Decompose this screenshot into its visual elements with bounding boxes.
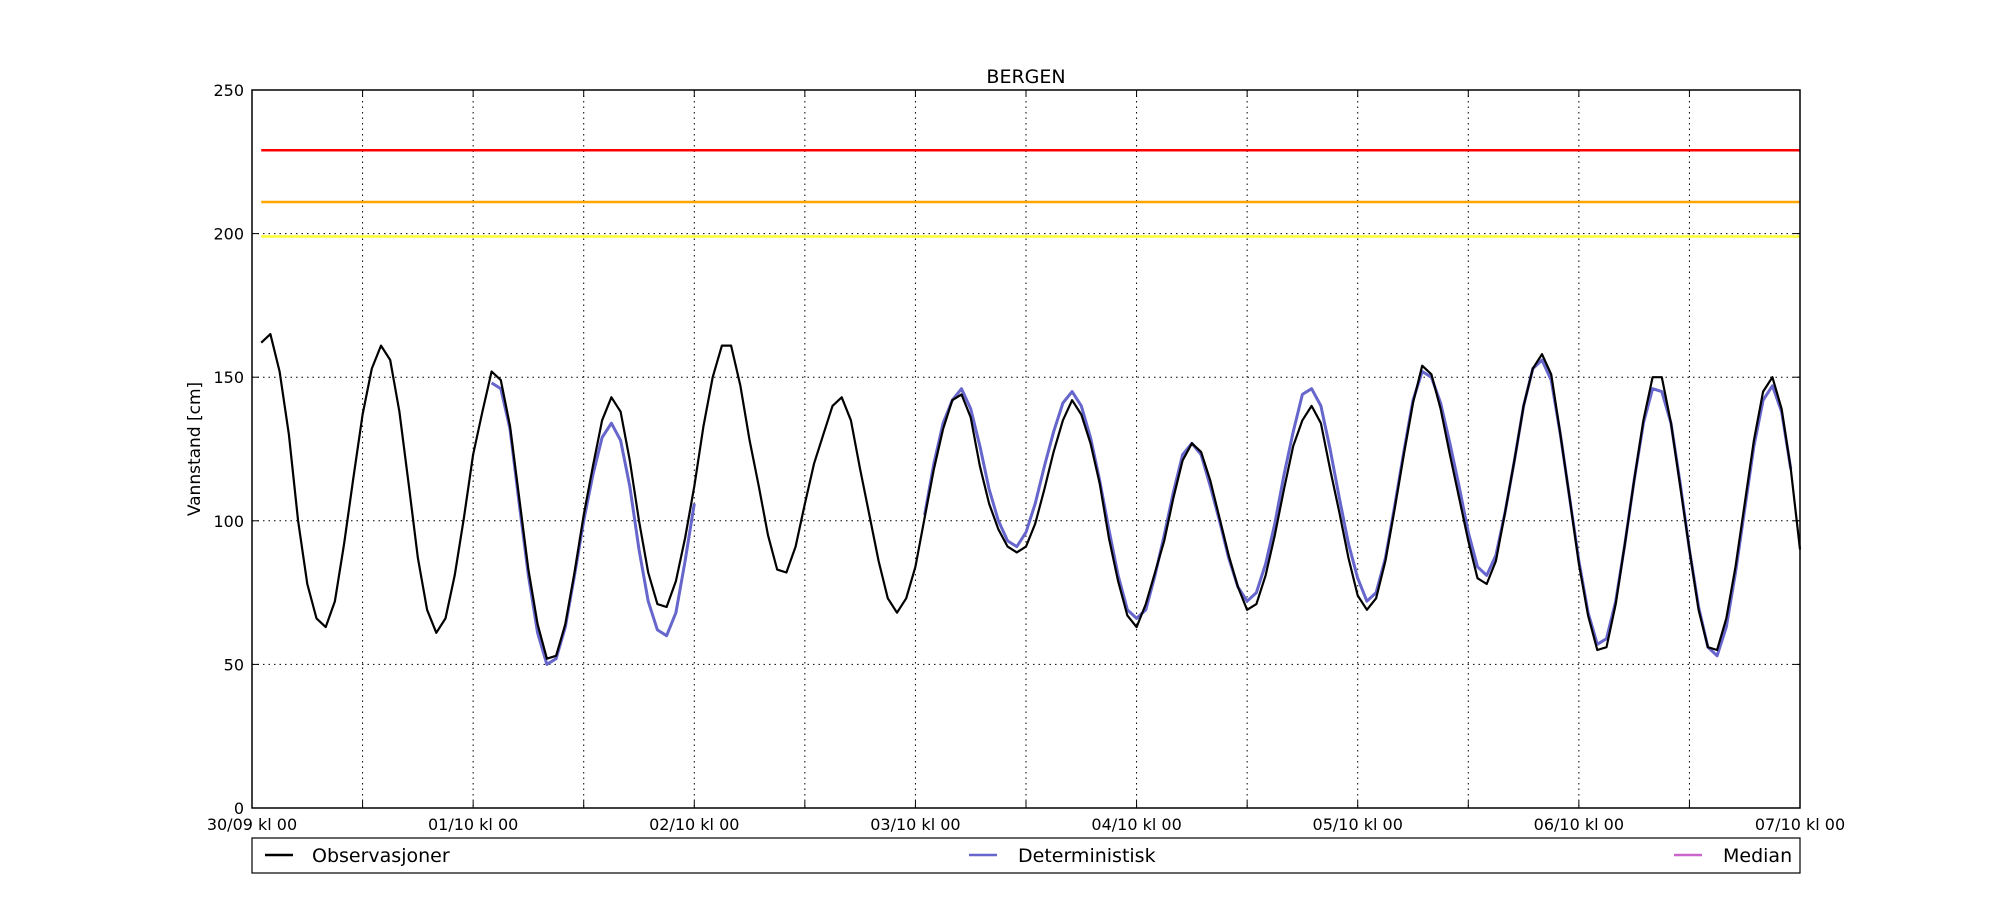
y-tick-label: 200: [213, 225, 244, 244]
x-tick-label: 07/10 kl 00: [1755, 815, 1845, 834]
y-tick-label: 100: [213, 512, 244, 531]
y-tick-label: 50: [224, 655, 244, 674]
threshold-lines: [261, 149, 1800, 238]
x-tick-label: 06/10 kl 00: [1534, 815, 1624, 834]
series-line-observasjoner: [260, 333, 1802, 660]
x-tick-label: 03/10 kl 00: [870, 815, 960, 834]
y-tick-label: 150: [213, 368, 244, 387]
x-tick-label: 01/10 kl 00: [428, 815, 518, 834]
legend-label-observasjoner: Observasjoner: [312, 845, 450, 867]
x-tick-label: 02/10 kl 00: [649, 815, 739, 834]
series-lines: [260, 333, 1802, 666]
chart-title: BERGEN: [986, 66, 1065, 88]
series-line-deterministisk: [923, 358, 1793, 658]
x-tick-label: 30/09 kl 00: [207, 815, 297, 834]
axis-ticks: 0 50 100 150 200 250 30/09 kl 00 01/10 kl 00 02/…: [207, 81, 1845, 834]
x-tick-label: 05/10 kl 00: [1313, 815, 1403, 834]
legend-label-deterministisk: Deterministisk: [1018, 845, 1156, 867]
y-tick-label: 250: [213, 81, 244, 100]
legend-label-median: Median: [1723, 845, 1792, 867]
legend-box: [251, 837, 1801, 874]
grid-lines: [252, 90, 1800, 808]
x-tick-label: 04/10 kl 00: [1091, 815, 1181, 834]
y-tick-label: 0: [234, 799, 244, 818]
y-axis-label: Vannstand [cm]: [185, 382, 205, 516]
legend: Observasjoner Deterministisk Median: [251, 837, 1801, 874]
